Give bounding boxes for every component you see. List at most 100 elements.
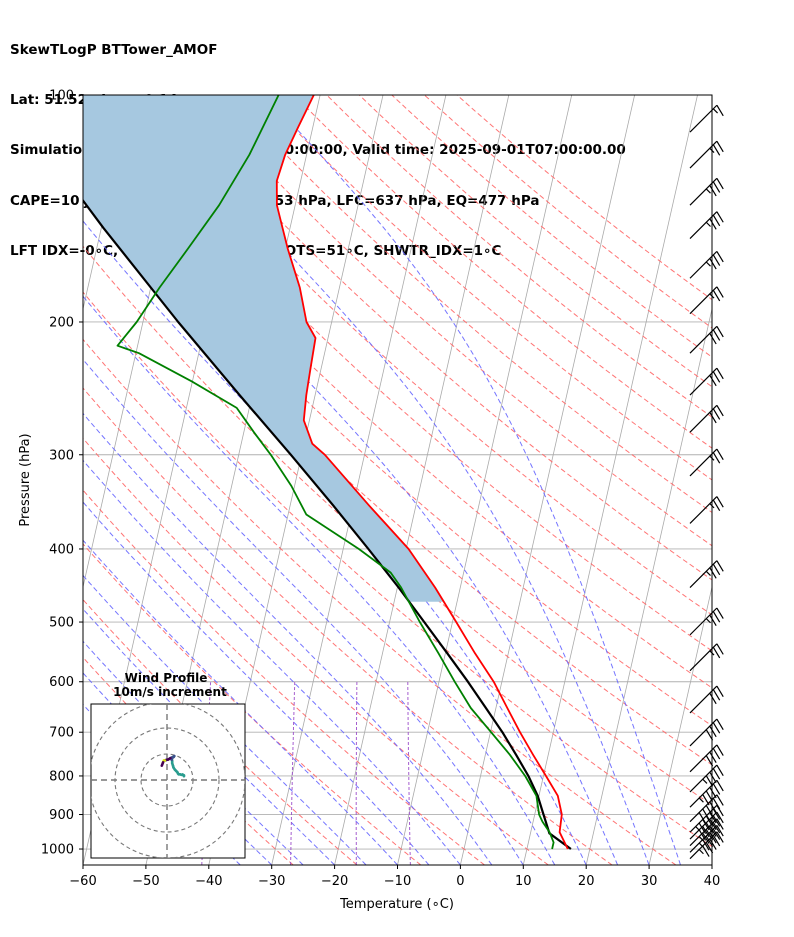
- wind-barb-flag: [712, 611, 721, 623]
- wind-barb: [689, 496, 724, 524]
- x-tick-label: −20: [321, 874, 348, 889]
- wind-barb-half-flag: [709, 147, 715, 153]
- wind-barb-flag: [702, 826, 710, 838]
- wind-barb-flag: [705, 805, 714, 817]
- dry-adiabat-line: [83, 598, 358, 865]
- moist-adiabat-line: [83, 539, 398, 865]
- temperature-line: [275, 95, 569, 850]
- wind-barb-flag: [712, 214, 721, 227]
- wind-barb-half-flag: [695, 826, 701, 832]
- wind-barb-flag: [716, 811, 724, 824]
- wind-barb-flag: [698, 812, 707, 824]
- wind-barb-flag: [712, 835, 721, 847]
- isotherm-line: [711, 863, 712, 865]
- wind-barb: [689, 560, 724, 588]
- y-tick-label: 200: [49, 315, 74, 330]
- dry-adiabat-line: [83, 543, 422, 865]
- dry-adiabat-line: [293, 95, 712, 449]
- wind-barb-flag: [702, 808, 710, 820]
- wind-barb: [689, 831, 724, 860]
- wind-barb-flag: [716, 326, 724, 338]
- wind-barb-flag: [712, 254, 721, 266]
- x-tick-label: −50: [132, 874, 159, 889]
- wind-barb-staff: [689, 404, 718, 433]
- wind-barb-flag: [709, 185, 717, 197]
- dry-adiabat-line: [83, 245, 712, 806]
- wind-barb-flag: [712, 689, 721, 701]
- wind-barb: [689, 818, 724, 847]
- wind-barb-flag: [712, 144, 721, 156]
- wind-barb: [689, 211, 724, 239]
- wind-barb-flag: [716, 718, 724, 731]
- wind-barb-flag: [705, 822, 714, 834]
- dry-adiabat-line: [326, 95, 712, 418]
- wind-barb: [689, 404, 724, 433]
- wind-barb-flag: [705, 842, 714, 854]
- wind-barb-flag: [716, 764, 724, 776]
- wind-barb-flag: [716, 607, 724, 619]
- wind-barb-flag: [709, 258, 717, 270]
- moist-adiabat-line: [83, 574, 367, 865]
- y-tick-label: 500: [49, 616, 74, 631]
- dry-adiabat-line: [456, 95, 712, 301]
- hodograph-title: Wind Profile: [125, 671, 208, 685]
- wind-barb-half-flag: [709, 455, 715, 461]
- moist-adiabat-line: [83, 295, 556, 865]
- wind-barb: [689, 448, 724, 477]
- wind-barb-flag: [716, 794, 724, 806]
- x-axis-label: Temperature (∘C): [339, 897, 454, 912]
- wind-barb-staff: [689, 367, 718, 396]
- wind-barb: [689, 607, 724, 636]
- wind-barb-staff: [689, 286, 718, 315]
- wind-barb-staff: [689, 607, 718, 636]
- y-tick-label: 300: [49, 448, 74, 463]
- dry-adiabat-line: [131, 95, 712, 616]
- wind-barb: [689, 286, 724, 315]
- wind-barb-flag: [709, 832, 717, 844]
- wind-barb-half-flag: [705, 188, 711, 194]
- wind-barb-flag: [712, 371, 721, 383]
- isotherm-line: [334, 95, 510, 865]
- wind-barb-flag: [712, 290, 721, 302]
- moist-adiabat-line: [83, 608, 335, 865]
- wind-barb-flag: [712, 499, 721, 512]
- wind-barb-flag: [716, 140, 724, 153]
- wind-barb-half-flag: [705, 618, 711, 624]
- x-tick-label: −30: [258, 874, 285, 889]
- wind-barb-half-flag: [705, 570, 711, 576]
- wind-barb-flag: [709, 692, 717, 705]
- wind-barb-flag: [698, 829, 707, 841]
- wind-barb-flag: [712, 722, 721, 734]
- y-axis-label: Pressure (hPa): [18, 433, 33, 526]
- wind-barb-flag: [716, 496, 724, 508]
- isotherm-line: [460, 95, 635, 865]
- wind-barb-flag: [716, 104, 724, 117]
- wind-barb-flag: [712, 822, 721, 834]
- wind-barb-flag: [705, 790, 714, 802]
- wind-barb-flag: [716, 211, 724, 223]
- x-tick-label: −60: [69, 874, 96, 889]
- wind-barb-flag: [705, 729, 714, 741]
- wind-barb-flag: [712, 181, 721, 193]
- wind-barb-flag: [712, 408, 721, 420]
- wind-barb-staff: [689, 325, 718, 354]
- dry-adiabat-line: [196, 95, 712, 547]
- wind-barb-half-flag: [709, 503, 715, 509]
- wind-barb-flag: [716, 744, 724, 756]
- dry-adiabat-line: [83, 291, 712, 848]
- wind-barb-flag: [709, 567, 717, 579]
- x-tick-label: 20: [578, 874, 595, 889]
- moist-adiabat-line: [265, 95, 681, 865]
- wind-barb-staff: [689, 177, 718, 206]
- mixing-ratio-line: [355, 681, 358, 865]
- wind-barb-flag: [709, 374, 717, 387]
- wind-barb-half-flag: [698, 797, 704, 803]
- wind-barb-flag: [705, 775, 714, 787]
- dry-adiabat-line: [358, 95, 712, 388]
- wind-barb-half-flag: [705, 261, 711, 267]
- isotherm-line: [648, 585, 712, 865]
- wind-barb: [689, 718, 724, 747]
- y-tick-label: 100: [49, 89, 74, 104]
